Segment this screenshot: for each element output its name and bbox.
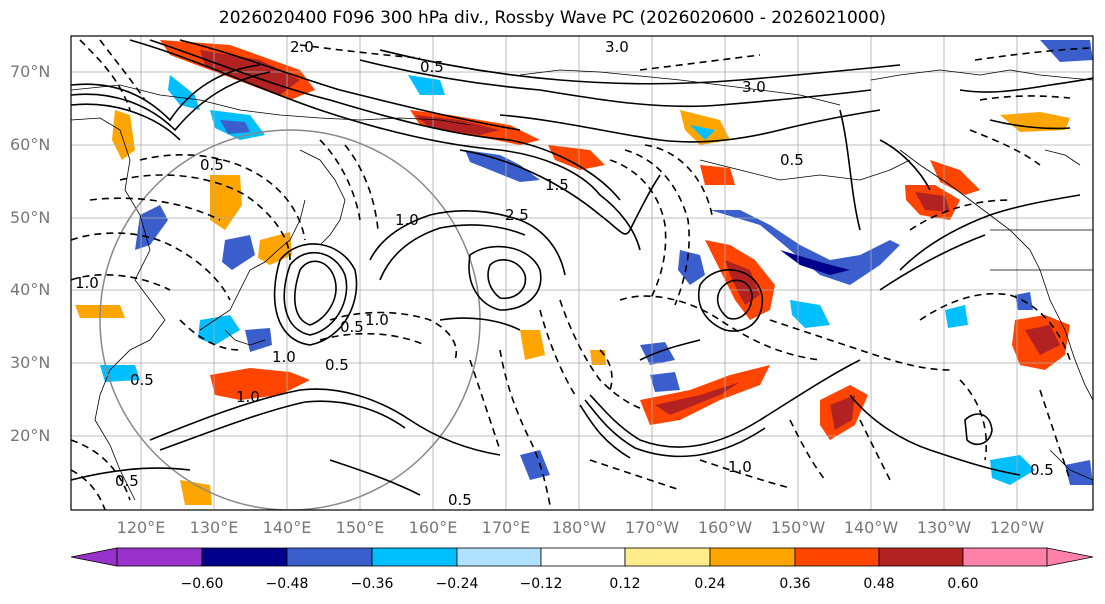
lon-label: 120°E (116, 518, 166, 537)
positive-contours (71, 39, 1093, 496)
contour-label: 0.5 (420, 58, 444, 76)
colorbar-segment (116, 547, 203, 567)
contour-label: 0.5 (115, 472, 139, 490)
lon-label: 130°E (189, 518, 239, 537)
colorbar-tick-label: 0.12 (609, 576, 641, 592)
contour-label: 1.0 (272, 348, 296, 366)
radius-circle (99, 129, 481, 510)
lon-label: 140°E (262, 518, 312, 537)
contour-label: 1.0 (395, 211, 419, 229)
colorbar-segment (70, 547, 118, 567)
colorbar-segment (371, 547, 458, 567)
colorbar (70, 547, 1094, 567)
lat-label: 60°N (10, 135, 51, 154)
lat-label: 70°N (10, 62, 51, 81)
contour-label: 2.5 (505, 206, 529, 224)
colorbar-tick-label: 0.24 (694, 576, 726, 592)
colorbar-segment (540, 547, 626, 567)
lon-label: 160°W (697, 518, 753, 537)
lon-label: 140°W (843, 518, 899, 537)
contour-label: 1.0 (75, 274, 99, 292)
contour-label: 1.0 (728, 458, 752, 476)
colorbar-segment (878, 547, 964, 567)
colorbar-segment (201, 547, 288, 567)
colorbar-tick-label: −0.24 (435, 576, 479, 592)
colorbar-tick-label: 0.48 (863, 576, 895, 592)
coastlines (71, 69, 1093, 501)
contour-label: 0.5 (1030, 461, 1054, 479)
colorbar-tick-label: −0.12 (519, 576, 563, 592)
contour-label: 0.5 (448, 491, 472, 509)
colorbar-segment (456, 547, 542, 567)
contour-label-layer: 3.0 2.0 0.5 3.0 0.5 1.0 1.5 2.5 0.5 1.0 … (75, 38, 1054, 509)
contour-label: 3.0 (605, 38, 629, 56)
contour-label: 0.5 (325, 356, 349, 374)
lon-label: 120°W (989, 518, 1045, 537)
colorbar-segment (794, 547, 880, 567)
contour-label: 1.0 (236, 388, 260, 406)
contour-label: 0.5 (340, 318, 364, 336)
colorbar-segment (286, 547, 373, 567)
contour-label: 0.5 (200, 156, 224, 174)
lat-label: 30°N (10, 353, 51, 372)
colorbar-tick-label: −0.60 (180, 576, 224, 592)
contour-label: 0.5 (780, 151, 804, 169)
contour-label: 3.0 (742, 78, 766, 96)
lon-label: 160°E (408, 518, 458, 537)
contour-label: 1.0 (365, 311, 389, 329)
lon-label: 170°E (481, 518, 531, 537)
lat-label: 50°N (10, 208, 51, 227)
lat-label: 20°N (10, 426, 51, 445)
colorbar-segment (709, 547, 796, 567)
colorbar-tick-label: 0.36 (779, 576, 811, 592)
colorbar-segment (962, 547, 1048, 567)
contour-label: 1.5 (545, 176, 569, 194)
lat-label: 40°N (10, 280, 51, 299)
lon-label: 130°W (916, 518, 972, 537)
lon-label: 170°W (624, 518, 680, 537)
lon-label: 150°W (770, 518, 826, 537)
negative-contours (71, 39, 1091, 510)
colorbar-tick-label: −0.36 (350, 576, 394, 592)
shaded-divergence-field (75, 40, 1093, 505)
contour-label: 2.0 (290, 38, 314, 56)
colorbar-segment (624, 547, 711, 567)
map-title: 2026020400 F096 300 hPa div., Rossby Wav… (218, 8, 887, 28)
colorbar-tick-label: −0.48 (265, 576, 309, 592)
colorbar-tick-label: 0.60 (947, 576, 979, 592)
map-frame (70, 35, 1094, 511)
lon-label: 180°W (551, 518, 607, 537)
contour-label: 0.5 (130, 371, 154, 389)
colorbar-segment (1046, 547, 1094, 567)
lon-label: 150°E (335, 518, 385, 537)
